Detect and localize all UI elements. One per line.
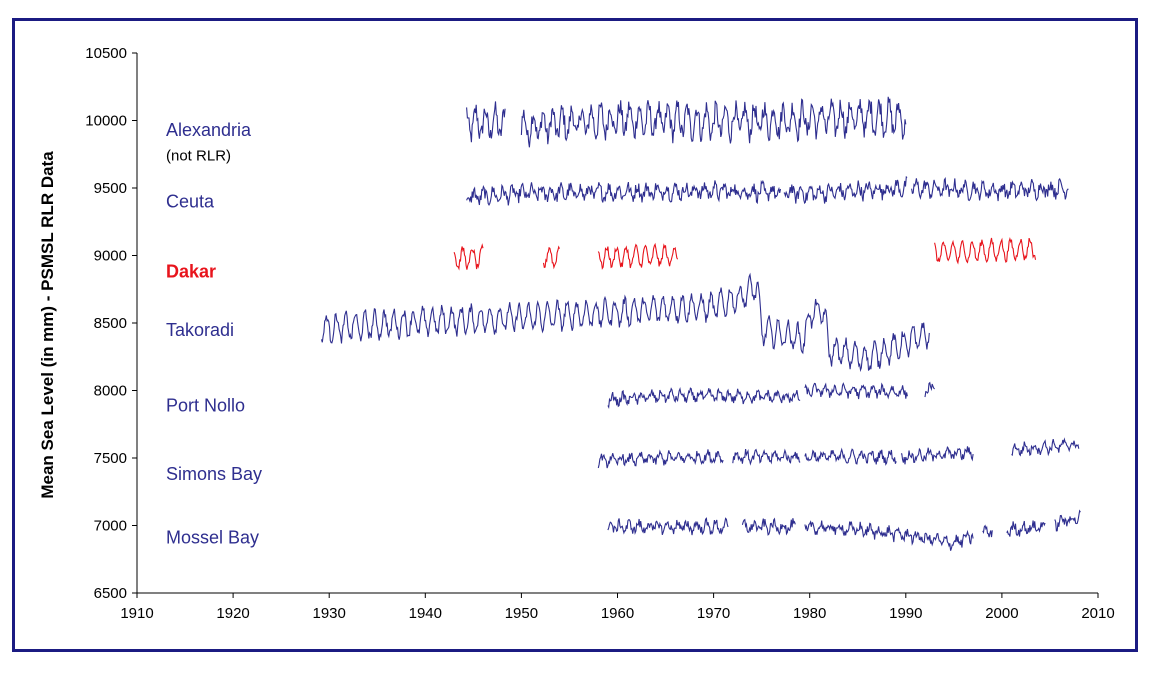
series-label-alexandria: Alexandria (166, 120, 252, 140)
x-tick-label: 1970 (697, 605, 730, 622)
x-tick-label: 2010 (1081, 605, 1114, 622)
x-tick-label: 2000 (985, 605, 1018, 622)
y-tick-label: 7000 (94, 518, 127, 535)
series-line-dakar (453, 243, 484, 271)
series-line-simons-bay (1011, 437, 1080, 457)
y-tick-label: 10500 (85, 45, 127, 62)
y-tick-label: 9500 (94, 180, 127, 197)
series-line-mossel-bay (741, 517, 796, 536)
series-note-alexandria: (not RLR) (166, 148, 231, 165)
series-line-mossel-bay (982, 524, 993, 538)
x-tick-label: 1990 (889, 605, 922, 622)
y-tick-label: 8000 (94, 383, 127, 400)
series-labels: Alexandria (not RLR) Ceuta Dakar Takoradi Por… (166, 120, 262, 548)
series-line-simons-bay (900, 446, 974, 465)
series-line-simons-bay (597, 449, 724, 469)
series-line-dakar (542, 245, 560, 270)
x-tick-label: 1940 (409, 605, 442, 622)
series-line-simons-bay (804, 447, 897, 466)
series-line-alexandria (466, 101, 506, 143)
y-tick-label: 6500 (94, 585, 127, 602)
series-line-ceuta (911, 177, 1069, 202)
series-line-simons-bay (732, 448, 801, 466)
series-label-ceuta: Ceuta (166, 192, 215, 212)
x-tick-label: 1920 (216, 605, 249, 622)
series-line-mossel-bay (804, 520, 974, 551)
y-axis-label: Mean Sea Level (in mm) - PSMSL RLR Data (38, 151, 57, 499)
series-label-takoradi: Takoradi (166, 320, 234, 340)
series-label-simons-bay: Simons Bay (166, 464, 262, 484)
series-line-ceuta (783, 175, 908, 205)
series-line-mossel-bay (607, 517, 729, 536)
series-label-mossel-bay: Mossel Bay (166, 528, 259, 548)
axes: 6500 7000 7500 8000 8500 9000 9500 10000 10500 19… (85, 45, 1114, 622)
y-tick-label: 8500 (94, 315, 127, 332)
series-line-mossel-bay (1054, 509, 1081, 532)
series-label-port-nollo: Port Nollo (166, 395, 245, 415)
series-lines (320, 96, 1081, 551)
y-tick-label: 9000 (94, 248, 127, 265)
x-tick-label: 1960 (601, 605, 634, 622)
series-line-port-nollo (607, 386, 801, 410)
x-tick-label: 1950 (505, 605, 538, 622)
series-line-dakar (934, 236, 1037, 265)
series-line-ceuta (466, 179, 782, 207)
series-line-alexandria (520, 96, 907, 148)
series-line-dakar (597, 242, 679, 270)
x-tick-label: 1910 (120, 605, 153, 622)
y-tick-label: 10000 (85, 113, 127, 130)
series-line-mossel-bay (1006, 520, 1046, 537)
series-label-dakar: Dakar (166, 262, 216, 282)
y-tick-label: 7500 (94, 450, 127, 467)
series-line-port-nollo (924, 381, 935, 398)
x-tick-label: 1930 (313, 605, 346, 622)
series-line-takoradi (320, 272, 930, 373)
series-line-port-nollo (804, 382, 908, 400)
x-tick-label: 1980 (793, 605, 826, 622)
